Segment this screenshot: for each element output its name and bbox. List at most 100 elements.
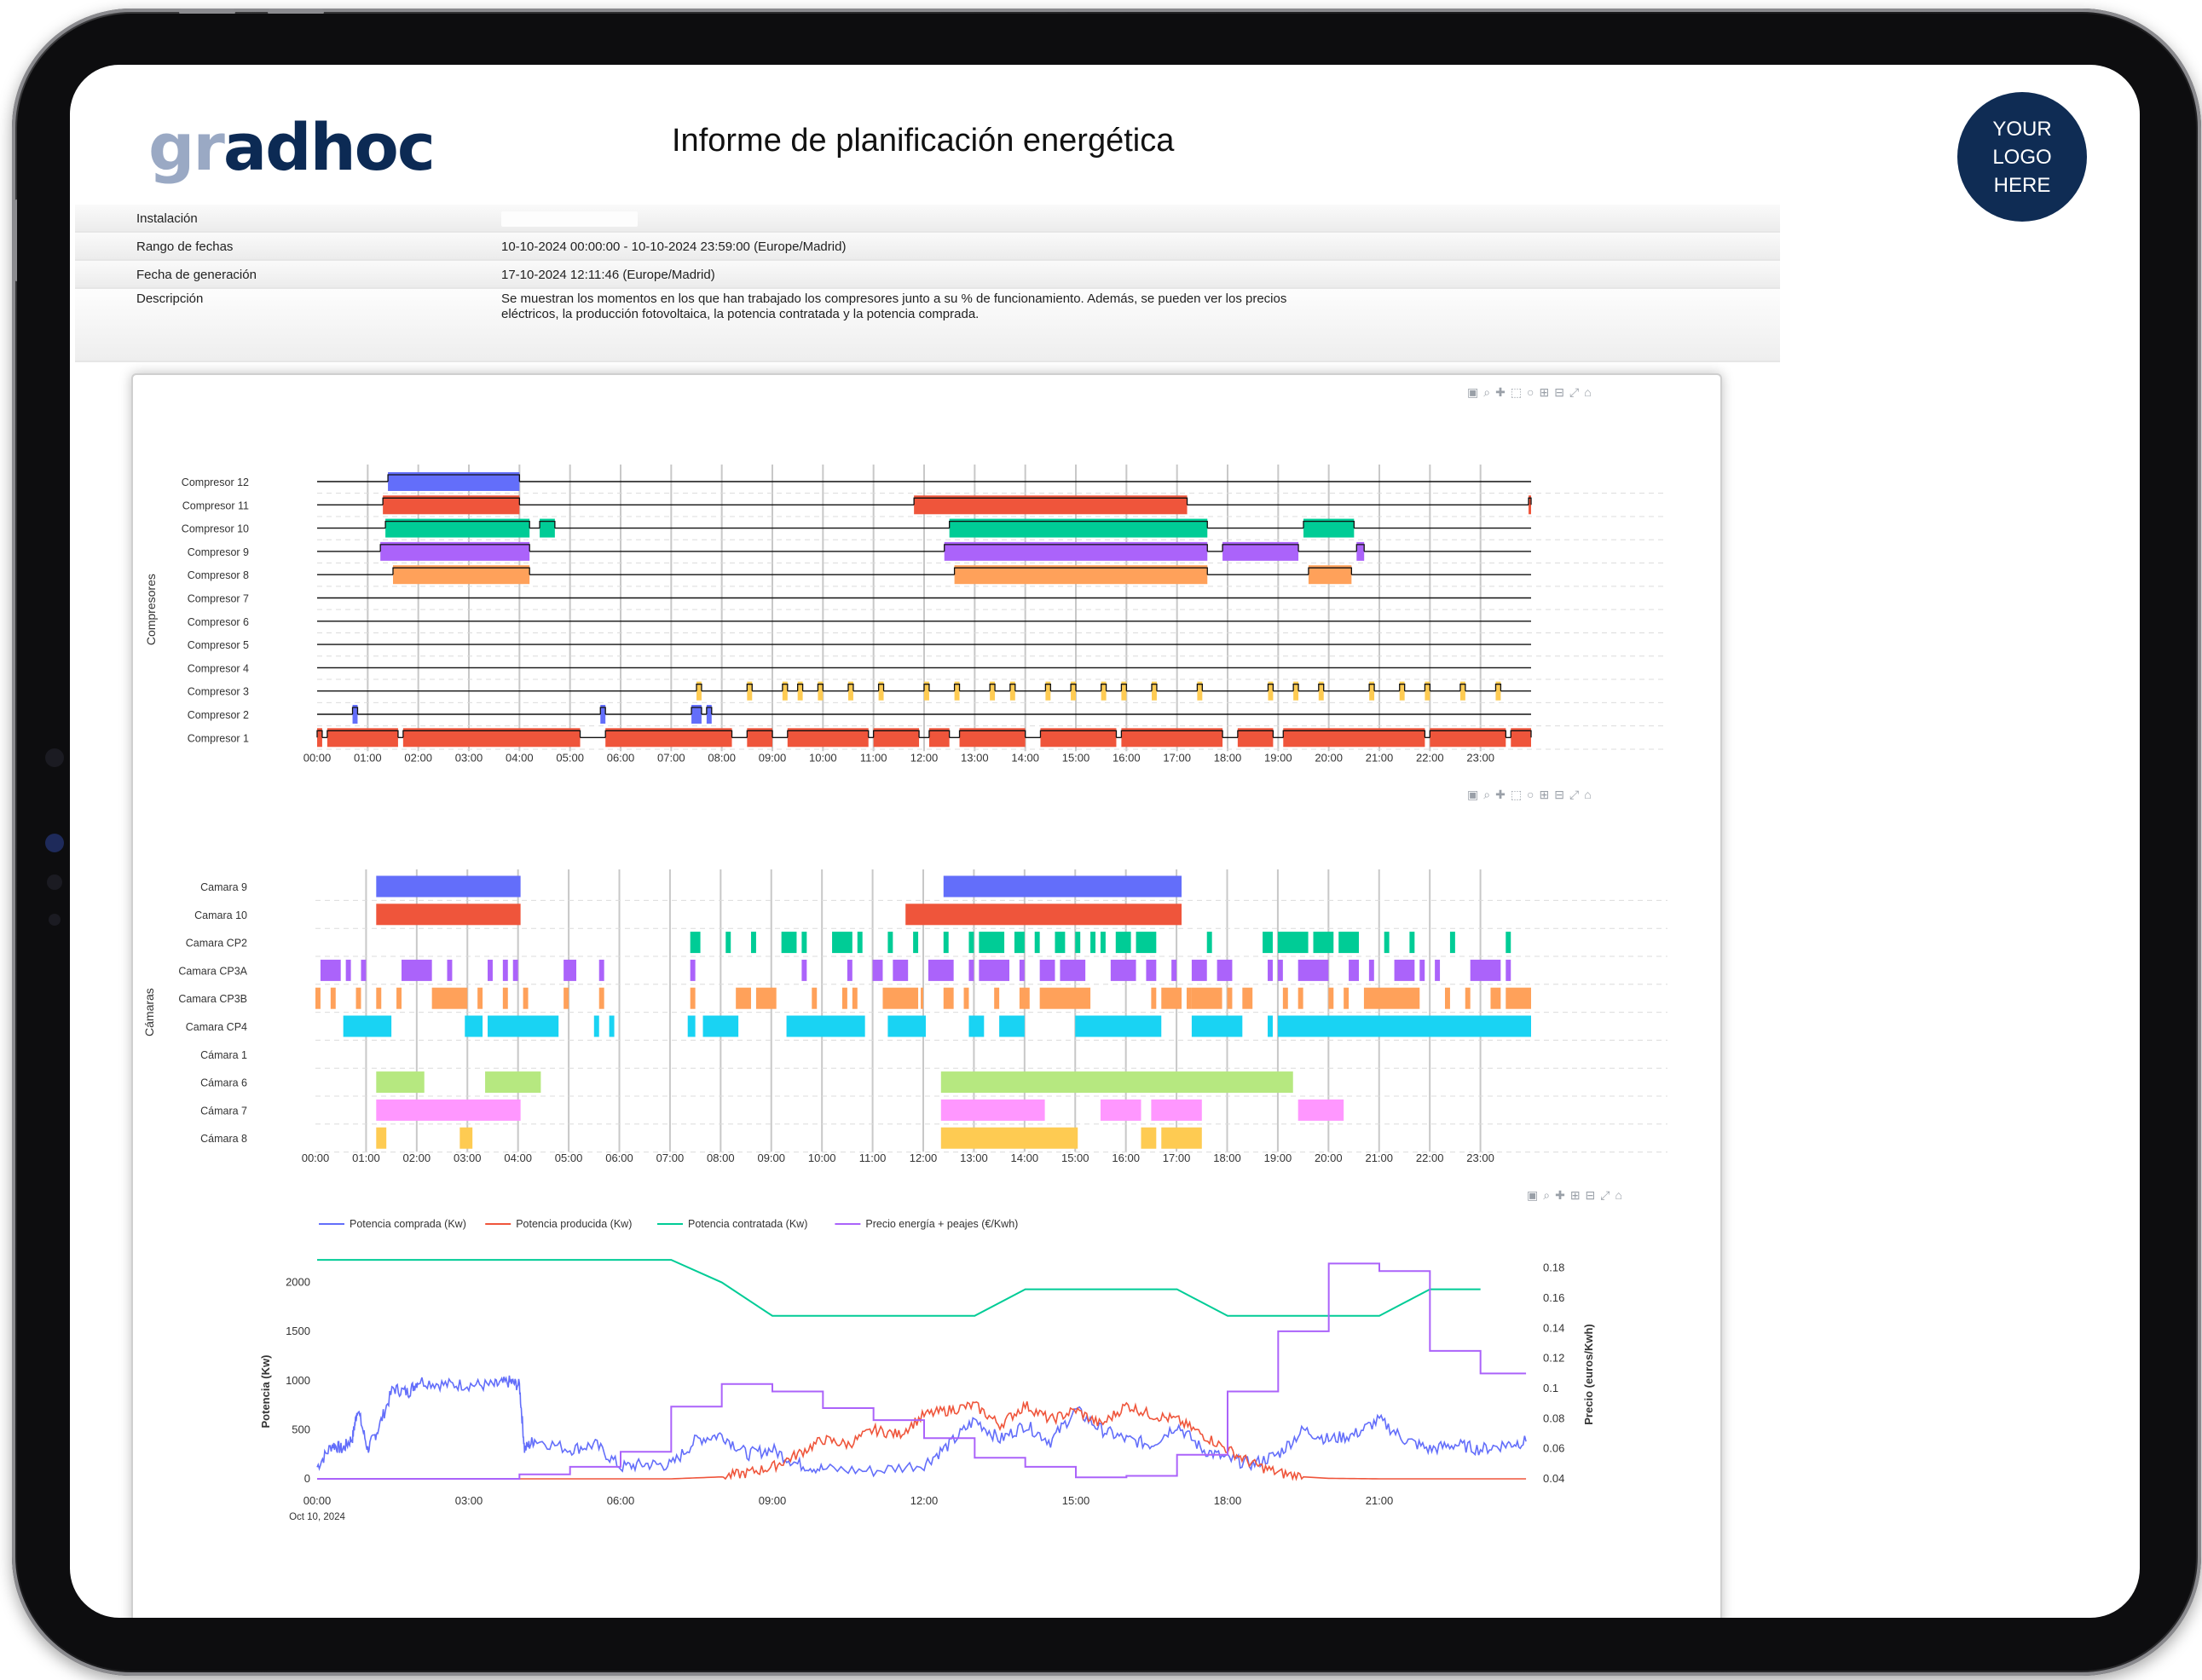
timeline-bar — [994, 987, 1000, 1009]
reset-axes-icon[interactable]: ⌂ — [1584, 385, 1597, 399]
x-tick-label: 05:00 — [555, 1152, 583, 1164]
x-tick-label: 15:00 — [1061, 1152, 1089, 1164]
timeline-bar — [887, 932, 893, 954]
timeline-bar — [921, 987, 923, 1009]
pan-icon[interactable]: ✚ — [1495, 385, 1511, 399]
zoom-in-icon[interactable]: ⊞ — [1539, 385, 1555, 399]
x-tick-label: 19:00 — [1264, 1152, 1292, 1164]
timeline-bar — [1313, 932, 1334, 954]
x-tick-label: 00:00 — [303, 1494, 332, 1507]
row-label: Compresor 6 — [188, 616, 249, 628]
x-tick-label: 03:00 — [455, 751, 483, 764]
timeline-bar — [1075, 932, 1081, 954]
timeline-bar — [1101, 681, 1107, 701]
usage-line — [539, 520, 556, 528]
timeline-bar — [893, 959, 909, 981]
generated-value: 17-10-2024 12:11:46 (Europe/Madrid) — [501, 268, 715, 282]
timeline-bar — [1191, 959, 1207, 981]
camera-icon[interactable]: ▣ — [1467, 385, 1484, 399]
info-row-installation: Instalación — [75, 205, 1780, 233]
timeline-bar — [1394, 959, 1415, 981]
reset-axes-icon[interactable]: ⌂ — [1584, 788, 1597, 801]
timeline-bar — [887, 1015, 926, 1037]
autoscale-icon[interactable]: ⤢ — [1569, 788, 1585, 801]
timeline-bar — [1171, 959, 1177, 981]
timeline-bar — [1506, 932, 1511, 954]
usage-line — [392, 567, 530, 575]
timeline-bar — [943, 932, 949, 954]
timeline-bar — [1328, 987, 1334, 1009]
timeline-bar — [1242, 987, 1253, 1009]
timeline-bar — [999, 1015, 1025, 1037]
timeline-bar — [786, 1015, 865, 1037]
timeline-bar — [1338, 932, 1359, 954]
generated-label: Fecha de generación — [136, 268, 257, 282]
zoom-in-icon[interactable]: ⊞ — [1569, 1188, 1586, 1202]
timeline-bar — [1384, 932, 1390, 954]
box-select-icon[interactable]: ⬚ — [1510, 385, 1528, 399]
timeline-bar — [1019, 959, 1025, 981]
row-label: Compresor 7 — [188, 593, 249, 605]
description-value: Se muestran los momentos en los que han … — [501, 292, 1287, 321]
x-tick-label: 18:00 — [1213, 1152, 1241, 1164]
usage-line — [1308, 567, 1353, 575]
compressors-timeline-chart: Compresor 12 Compresor 11 Compresor 10 Comp… — [144, 465, 1667, 764]
row-label: Compresor 12 — [182, 476, 249, 488]
usage-line — [817, 684, 824, 691]
row-label: Camara 10 — [194, 909, 247, 921]
usage-line — [604, 730, 733, 738]
timeline-bar — [598, 987, 604, 1009]
report-screen: gradhoc Informe de planificación energét… — [70, 65, 2140, 1618]
zoom-icon[interactable]: ⌕ — [1483, 788, 1496, 801]
camera-icon[interactable]: ▣ — [1527, 1188, 1544, 1202]
usage-line — [1039, 730, 1118, 738]
y2-tick-label: 0.18 — [1543, 1261, 1564, 1274]
timeline-bar — [696, 681, 702, 701]
zoom-icon[interactable]: ⌕ — [1483, 385, 1496, 399]
timeline-bar — [376, 1127, 387, 1149]
plot-toolbar[interactable]: ▣⌕✚⬚○⊞⊟⤢⌂ — [1467, 385, 1597, 400]
x-tick-label: 18:00 — [1214, 751, 1242, 764]
x-tick-label: 17:00 — [1163, 1152, 1191, 1164]
autoscale-icon[interactable]: ⤢ — [1569, 385, 1585, 399]
timeline-bar — [1444, 987, 1450, 1009]
timeline-bar — [402, 728, 581, 748]
zoom-icon[interactable]: ⌕ — [1543, 1188, 1556, 1202]
timeline-bar — [396, 987, 402, 1009]
description-label: Descripción — [136, 292, 204, 306]
timeline-bar — [905, 904, 1182, 926]
box-select-icon[interactable]: ⬚ — [1510, 788, 1528, 801]
timeline-bar — [959, 728, 1026, 748]
lasso-icon[interactable]: ○ — [1527, 788, 1540, 801]
autoscale-icon[interactable]: ⤢ — [1600, 1188, 1615, 1202]
zoom-out-icon[interactable]: ⊟ — [1585, 1188, 1601, 1202]
plot-toolbar[interactable]: ▣⌕✚⬚○⊞⊟⤢⌂ — [1467, 788, 1597, 802]
timeline-bar — [924, 681, 929, 701]
timeline-bar — [447, 959, 453, 981]
reset-axes-icon[interactable]: ⌂ — [1615, 1188, 1627, 1202]
zoom-out-icon[interactable]: ⊟ — [1554, 788, 1569, 801]
timeline-bar — [690, 932, 701, 954]
pan-icon[interactable]: ✚ — [1495, 788, 1511, 801]
camera-icon[interactable]: ▣ — [1467, 788, 1484, 801]
zoom-out-icon[interactable]: ⊟ — [1554, 385, 1569, 399]
timeline-bar — [1237, 728, 1274, 748]
installation-value — [501, 211, 1320, 231]
usage-line — [1318, 684, 1325, 691]
pan-icon[interactable]: ✚ — [1555, 1188, 1570, 1202]
usage-line — [847, 684, 854, 691]
plot-toolbar[interactable]: ▣⌕✚⊞⊟⤢⌂ — [1527, 1188, 1627, 1203]
timeline-bar — [979, 959, 1010, 981]
timeline-bar — [1152, 681, 1157, 701]
timeline-bar — [747, 728, 772, 748]
zoom-in-icon[interactable]: ⊞ — [1539, 788, 1555, 801]
usage-line — [1368, 684, 1375, 691]
y2-tick-label: 0.04 — [1543, 1472, 1564, 1485]
usage-line — [1528, 497, 1532, 505]
x-tick-label: 02:00 — [404, 751, 432, 764]
lasso-icon[interactable]: ○ — [1527, 385, 1540, 399]
y-axis-title: Cámaras — [142, 988, 156, 1036]
timeline-bar — [990, 681, 996, 701]
timeline-bar — [1191, 987, 1222, 1009]
timeline-bar — [1490, 987, 1501, 1009]
